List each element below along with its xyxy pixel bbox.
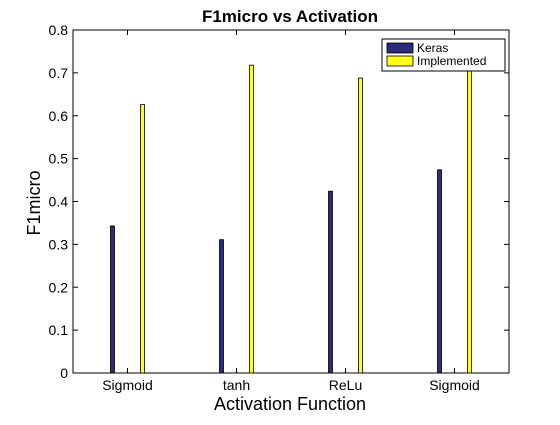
y-tick-label: 0.2 [49, 279, 69, 295]
y-tick-label: 0 [60, 365, 68, 381]
legend-swatch-keras [386, 42, 414, 54]
y-tick-label: 0.8 [49, 22, 69, 38]
bar-keras [328, 190, 333, 374]
bar-keras [437, 169, 442, 374]
bar-implemented [467, 67, 472, 374]
plot-frame [72, 29, 510, 374]
legend-swatch-implemented [386, 55, 414, 67]
x-tick-label: ReLu [329, 377, 362, 393]
x-axis-label: Activation Function [214, 394, 366, 414]
x-tick-label: Sigmoid [102, 377, 153, 393]
bar-implemented [140, 104, 145, 374]
y-tick-label: 0.4 [49, 194, 69, 210]
bar-keras [219, 239, 224, 374]
y-tick-label: 0.6 [49, 108, 69, 124]
chart-title: F1micro vs Activation [202, 7, 378, 26]
y-tick-label: 0.3 [49, 236, 69, 252]
x-tick-label: tanh [223, 377, 250, 393]
legend-label-keras: Keras [417, 41, 448, 55]
y-tick-label: 0.1 [49, 322, 69, 338]
y-tick-label: 0.7 [49, 65, 69, 81]
bar-implemented [249, 64, 254, 374]
y-tick-label: 0.5 [49, 151, 69, 167]
bar-keras [110, 225, 115, 374]
y-axis-label: F1micro [24, 170, 44, 235]
bar-implemented [358, 77, 363, 374]
legend-label-implemented: Implemented [417, 54, 486, 68]
x-tick-label: Sigmoid [429, 377, 480, 393]
